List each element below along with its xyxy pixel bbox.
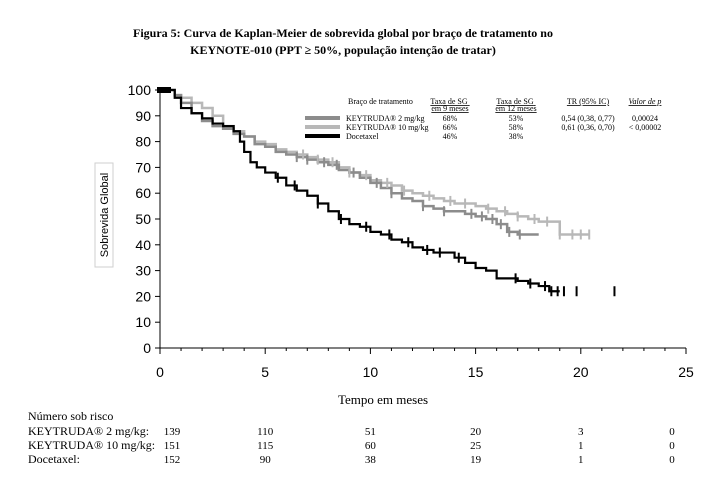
legend-arm-2mg: KEYTRUDA® 2 mg/kg <box>346 114 425 123</box>
legend-p-10mg: < 0,00002 <box>629 123 662 132</box>
y-tick-label: 50 <box>135 211 151 227</box>
legend-hr-2mg: 0,54 (0,38, 0,77) <box>561 114 615 123</box>
y-tick-label: 30 <box>135 263 151 279</box>
legend-arm-10mg: KEYTRUDA® 10 mg/kg <box>346 123 429 132</box>
y-axis-label: Sobrevida Global <box>99 173 111 257</box>
y-tick-label: 20 <box>135 288 151 304</box>
risk-value: 51 <box>365 426 376 438</box>
x-axis-label: Tempo em meses <box>338 392 428 407</box>
risk-row-label: Docetaxel: <box>28 452 80 466</box>
risk-value: 152 <box>164 454 181 466</box>
y-tick-label: 10 <box>135 314 151 330</box>
y-ticks: 0 10 20 30 40 50 60 70 80 90 100 <box>128 82 160 356</box>
x-tick-label: 20 <box>573 364 589 380</box>
risk-value: 0 <box>669 440 675 452</box>
risk-value: 0 <box>669 454 675 466</box>
risk-value: 3 <box>578 426 584 438</box>
start-block <box>157 87 171 93</box>
x-ticks: 0 5 10 15 20 25 <box>156 348 694 380</box>
legend-sg9-10mg: 66% <box>443 123 458 132</box>
legend-header-sg9: Taxa de SG em 9 meses <box>430 97 469 113</box>
risk-value: 25 <box>470 440 482 452</box>
legend-header-hr: TR (95% IC) <box>567 97 610 106</box>
legend-hr-10mg: 0,61 (0,36, 0,70) <box>561 123 615 132</box>
legend-header-sg12-l1: Taxa de SG <box>496 97 533 106</box>
series-lines <box>160 88 590 293</box>
legend-arm-docetaxel: Docetaxel <box>346 132 379 141</box>
risk-value: 139 <box>164 426 181 438</box>
legend-header-p: Valor de p <box>629 97 662 106</box>
risk-row-label: KEYTRUDA® 2 mg/kg: <box>28 424 149 438</box>
risk-value: 20 <box>470 426 482 438</box>
risk-table-title: Número sob risco <box>28 409 113 423</box>
x-tick-label: 15 <box>468 364 484 380</box>
x-tick-label: 5 <box>261 364 269 380</box>
x-tick-label: 10 <box>363 364 379 380</box>
plot-area: 0 10 20 30 40 50 60 70 80 90 100 0 5 10 15 20 25 <box>128 82 694 380</box>
legend-header-sg9-l2: em 9 meses <box>431 104 468 113</box>
risk-rows: KEYTRUDA® 2 mg/kg: 139 110 51 20 3 0KEYTRUDA® … <box>28 424 675 466</box>
legend-header-sg12: Taxa de SG em 12 meses <box>495 97 536 113</box>
series-line-0 <box>160 88 539 236</box>
risk-row-label: KEYTRUDA® 10 mg/kg: <box>28 438 155 452</box>
legend-sg12-2mg: 53% <box>509 114 524 123</box>
legend-header-sg12-l2: em 12 meses <box>495 104 536 113</box>
ylabel-box <box>94 162 114 268</box>
series-line-2 <box>160 88 560 293</box>
risk-value: 19 <box>470 454 482 466</box>
risk-value: 60 <box>365 440 377 452</box>
x-tick-label: 0 <box>156 364 164 380</box>
legend-p-2mg: 0,00024 <box>632 114 658 123</box>
legend: Braço de tratamento Taxa de SG em 9 mese… <box>305 97 661 141</box>
chart-title-line2: KEYNOTE-010 (PPT ≥ 50%, população intenç… <box>190 43 496 57</box>
x-tick-label: 25 <box>678 364 694 380</box>
risk-value: 0 <box>669 426 675 438</box>
y-tick-label: 100 <box>128 82 152 98</box>
legend-sg9-docetaxel: 46% <box>443 132 458 141</box>
y-tick-label: 60 <box>135 185 151 201</box>
risk-value: 1 <box>578 440 584 452</box>
legend-sg12-10mg: 58% <box>509 123 524 132</box>
risk-value: 151 <box>164 440 181 452</box>
risk-value: 1 <box>578 454 584 466</box>
censor-marks <box>157 87 616 297</box>
y-tick-label: 70 <box>135 159 151 175</box>
risk-value: 115 <box>257 440 274 452</box>
legend-sg9-2mg: 68% <box>443 114 458 123</box>
legend-sg12-docetaxel: 38% <box>509 132 524 141</box>
y-tick-label: 0 <box>143 340 151 356</box>
risk-table: Número sob risco KEYTRUDA® 2 mg/kg: 139 11… <box>28 409 675 466</box>
risk-value: 90 <box>260 454 272 466</box>
y-tick-label: 80 <box>135 134 151 150</box>
risk-value: 110 <box>257 426 274 438</box>
chart-title-line1: Figura 5: Curva de Kaplan-Meier de sobre… <box>133 26 553 40</box>
legend-header-sg9-l1: Taxa de SG <box>430 97 467 106</box>
risk-value: 38 <box>365 454 377 466</box>
legend-header-arm: Braço de tratamento <box>348 97 413 106</box>
y-tick-label: 40 <box>135 237 151 253</box>
y-tick-label: 90 <box>135 108 151 124</box>
